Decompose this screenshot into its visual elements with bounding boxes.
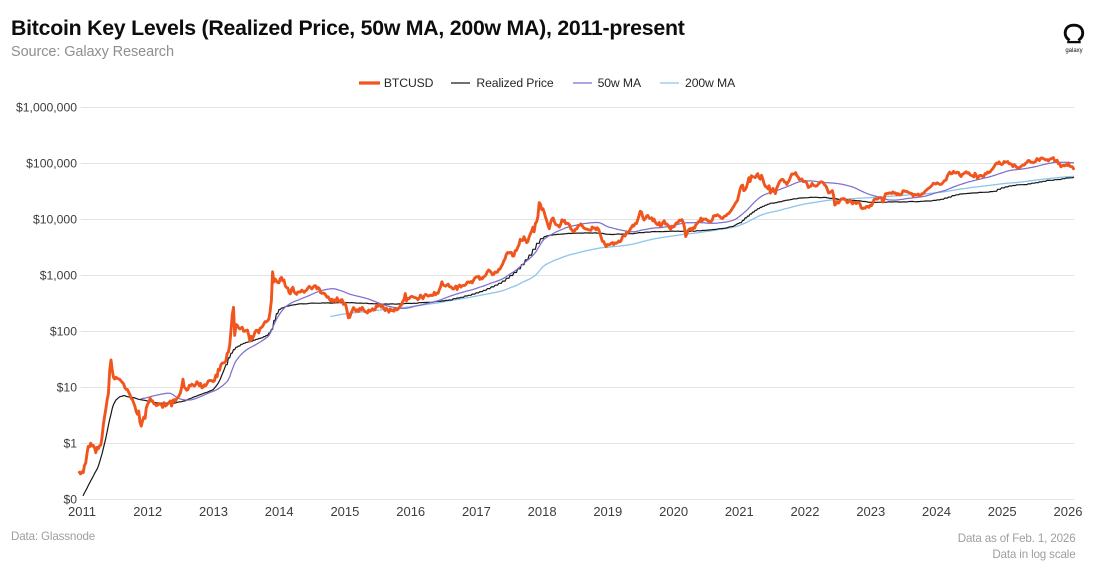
svg-text:2015: 2015 [330, 504, 359, 519]
svg-text:2025: 2025 [988, 504, 1017, 519]
svg-text:$1,000: $1,000 [40, 269, 77, 283]
svg-text:$10,000: $10,000 [33, 213, 77, 227]
svg-text:2019: 2019 [593, 504, 622, 519]
svg-text:2013: 2013 [199, 504, 228, 519]
svg-text:$1: $1 [63, 437, 77, 451]
svg-text:$100: $100 [50, 325, 77, 339]
svg-text:2011: 2011 [68, 504, 96, 519]
svg-text:$100,000: $100,000 [26, 157, 77, 171]
svg-text:$10: $10 [57, 381, 78, 395]
svg-text:2024: 2024 [922, 504, 951, 519]
svg-text:2026: 2026 [1054, 504, 1083, 519]
svg-text:2014: 2014 [265, 504, 294, 519]
svg-text:2018: 2018 [528, 504, 557, 519]
svg-text:$0: $0 [63, 493, 77, 507]
svg-text:2012: 2012 [133, 504, 162, 519]
svg-text:2016: 2016 [396, 504, 425, 519]
svg-text:2017: 2017 [462, 504, 491, 519]
svg-text:2020: 2020 [659, 504, 688, 519]
svg-text:2023: 2023 [856, 504, 885, 519]
svg-text:2022: 2022 [791, 504, 820, 519]
svg-text:$1,000,000: $1,000,000 [16, 101, 77, 115]
svg-text:2021: 2021 [725, 504, 754, 519]
